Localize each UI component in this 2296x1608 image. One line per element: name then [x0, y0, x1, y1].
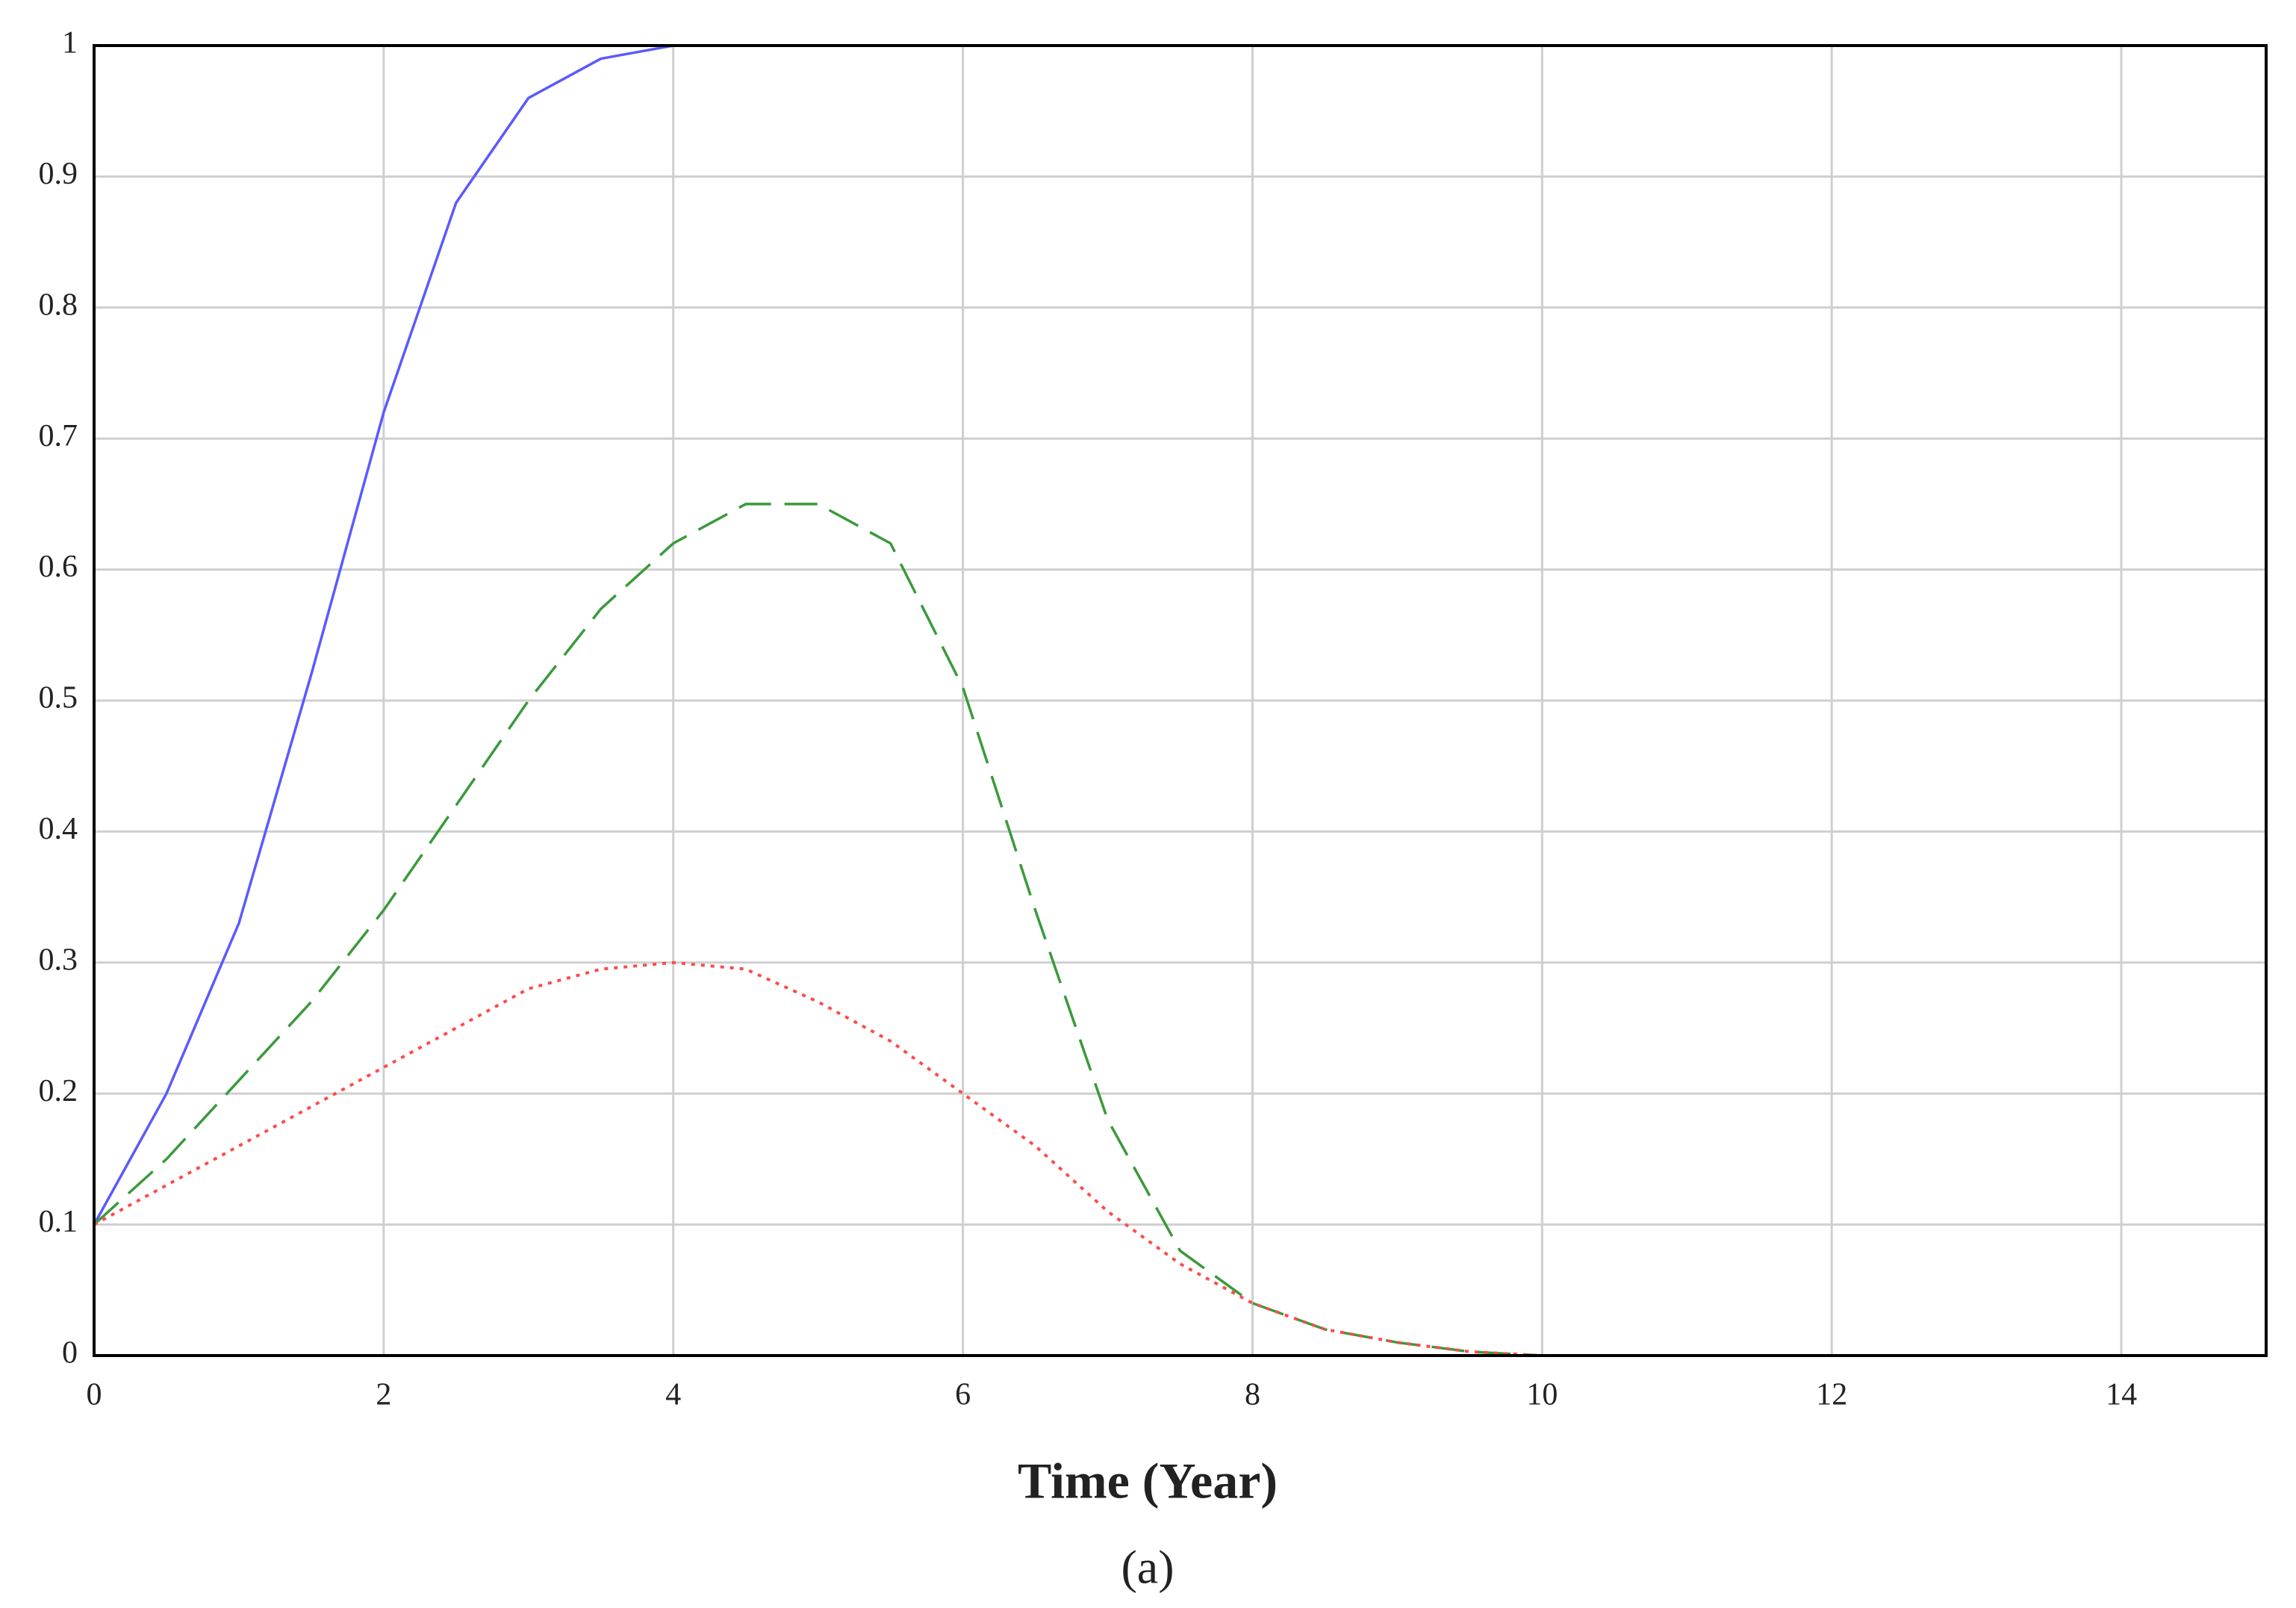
y-tick-label: 0.1	[39, 1205, 78, 1239]
series-line	[93, 503, 2266, 1357]
x-axis-label: Time (Year)	[1018, 1453, 1278, 1509]
y-tick-label: 0.3	[39, 943, 78, 977]
x-tick-label: 6	[955, 1378, 971, 1412]
plot-frame	[93, 44, 2268, 1357]
y-tick-label: 0.6	[39, 550, 78, 584]
x-tick-label: 8	[1245, 1378, 1260, 1412]
y-tick-label: 0.2	[39, 1074, 78, 1108]
y-tick-label: 0	[62, 1336, 78, 1370]
caption: (a)	[1121, 1541, 1174, 1594]
y-tick-label: 1	[62, 26, 78, 60]
x-tick-label: 4	[665, 1378, 681, 1412]
y-tick-label: 0.8	[39, 288, 78, 322]
y-tick-label: 0.4	[39, 812, 78, 846]
x-tick-label: 2	[376, 1378, 391, 1412]
y-tick-label: 0.5	[39, 681, 78, 715]
y-tick-label: 0.9	[39, 157, 78, 191]
x-tick-label: 12	[1816, 1378, 1847, 1412]
series-line	[93, 960, 2266, 1357]
x-tick-label: 10	[1526, 1378, 1558, 1412]
y-tick-label: 0.7	[39, 419, 78, 453]
x-tick-label: 14	[2106, 1378, 2137, 1412]
x-tick-label: 0	[87, 1378, 102, 1412]
